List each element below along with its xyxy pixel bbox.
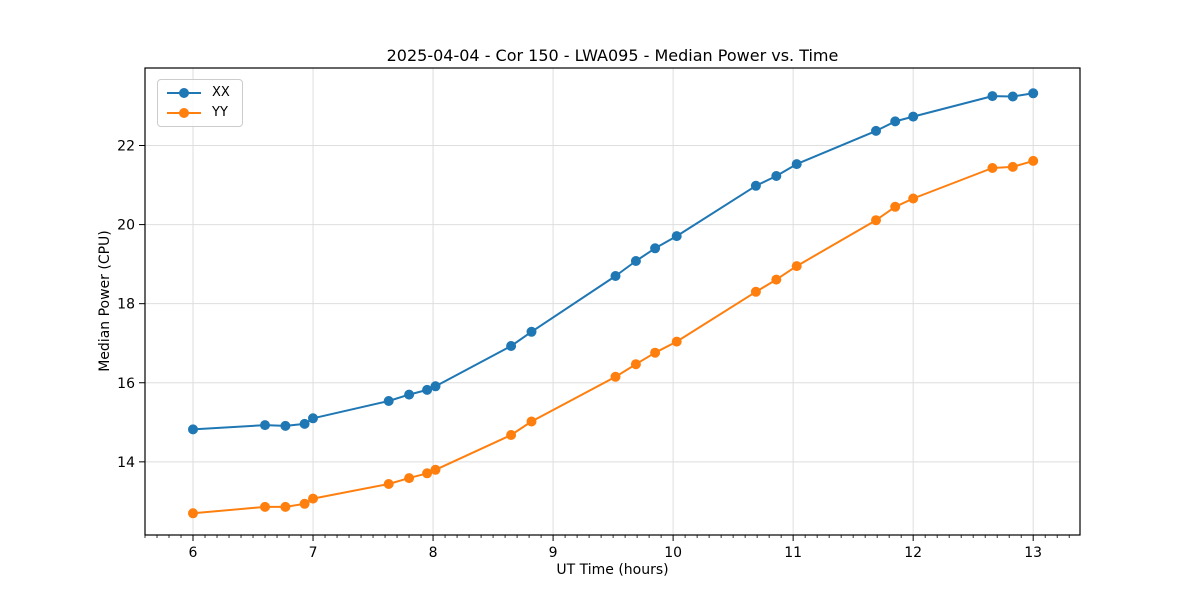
data-point-xx (526, 326, 537, 337)
data-point-xx (771, 171, 782, 181)
data-point-yy (908, 193, 919, 204)
data-point-yy (526, 416, 537, 427)
data-point-xx (299, 418, 310, 429)
data-point-xx (422, 384, 433, 395)
data-point-xx (610, 271, 621, 281)
y-tick-label: 16 (117, 376, 135, 392)
data-point-yy (871, 215, 881, 226)
data-point-yy (188, 508, 198, 519)
legend-swatch-yy (167, 108, 201, 118)
x-tick-label: 6 (189, 545, 198, 561)
data-point-yy (260, 501, 270, 512)
x-tick-label: 7 (309, 545, 318, 561)
x-axis-label: UT Time (hours) (556, 562, 669, 578)
data-point-xx (650, 243, 661, 254)
x-tick-label: 8 (429, 545, 438, 561)
data-point-yy (1007, 161, 1018, 172)
plot-border (144, 67, 1081, 536)
data-point-yy (650, 347, 661, 358)
data-point-xx (260, 420, 270, 431)
data-point-xx (750, 180, 761, 191)
data-point-yy (1028, 155, 1039, 166)
data-point-xx (908, 111, 919, 122)
data-point-xx (280, 420, 291, 431)
x-tick-label: 13 (1024, 545, 1042, 561)
legend-item-xx: XX (166, 85, 230, 101)
data-point-xx (188, 424, 198, 435)
data-point-xx (383, 396, 394, 406)
data-point-yy (890, 201, 901, 212)
data-point-yy (308, 493, 318, 504)
data-point-xx (308, 413, 318, 424)
data-point-yy (750, 286, 761, 297)
series-line-yy (192, 159, 1034, 515)
data-point-xx (987, 91, 998, 102)
data-point-xx (404, 389, 415, 400)
y-tick-label: 22 (117, 139, 135, 155)
x-tick-label: 12 (904, 545, 922, 561)
data-point-xx (630, 256, 641, 266)
data-point-xx (890, 116, 901, 127)
legend-label-yy: YY (212, 105, 228, 120)
y-tick-label: 20 (117, 218, 135, 234)
data-point-yy (791, 261, 802, 272)
legend-swatch-xx (167, 88, 201, 98)
x-tick-label: 11 (784, 545, 802, 561)
data-point-yy (771, 274, 782, 285)
data-point-xx (791, 159, 802, 170)
data-point-yy (280, 501, 291, 512)
data-point-yy (671, 336, 682, 347)
data-point-yy (422, 468, 433, 479)
data-point-yy (383, 479, 394, 489)
data-point-xx (1028, 88, 1039, 99)
legend-label-xx: XX (212, 85, 230, 100)
data-point-xx (506, 341, 517, 351)
data-point-yy (987, 163, 998, 173)
y-tick-label: 14 (117, 455, 135, 471)
data-point-yy (430, 464, 441, 475)
data-point-yy (630, 359, 641, 370)
data-point-yy (299, 498, 310, 509)
data-point-yy (610, 371, 621, 382)
x-tick-label: 10 (664, 545, 682, 561)
y-axis-label: Median Power (CPU) (97, 230, 113, 372)
legend-item-yy: YY (166, 105, 230, 121)
data-point-xx (430, 381, 441, 392)
data-point-yy (506, 430, 517, 440)
y-tick-label: 18 (117, 297, 135, 313)
data-point-xx (1007, 91, 1018, 102)
data-point-xx (671, 231, 682, 242)
data-point-yy (404, 473, 415, 484)
data-point-xx (871, 125, 881, 136)
chart-title: 2025-04-04 - Cor 150 - LWA095 - Median P… (386, 46, 839, 65)
legend: XX YY (157, 79, 243, 127)
x-tick-label: 9 (549, 545, 558, 561)
